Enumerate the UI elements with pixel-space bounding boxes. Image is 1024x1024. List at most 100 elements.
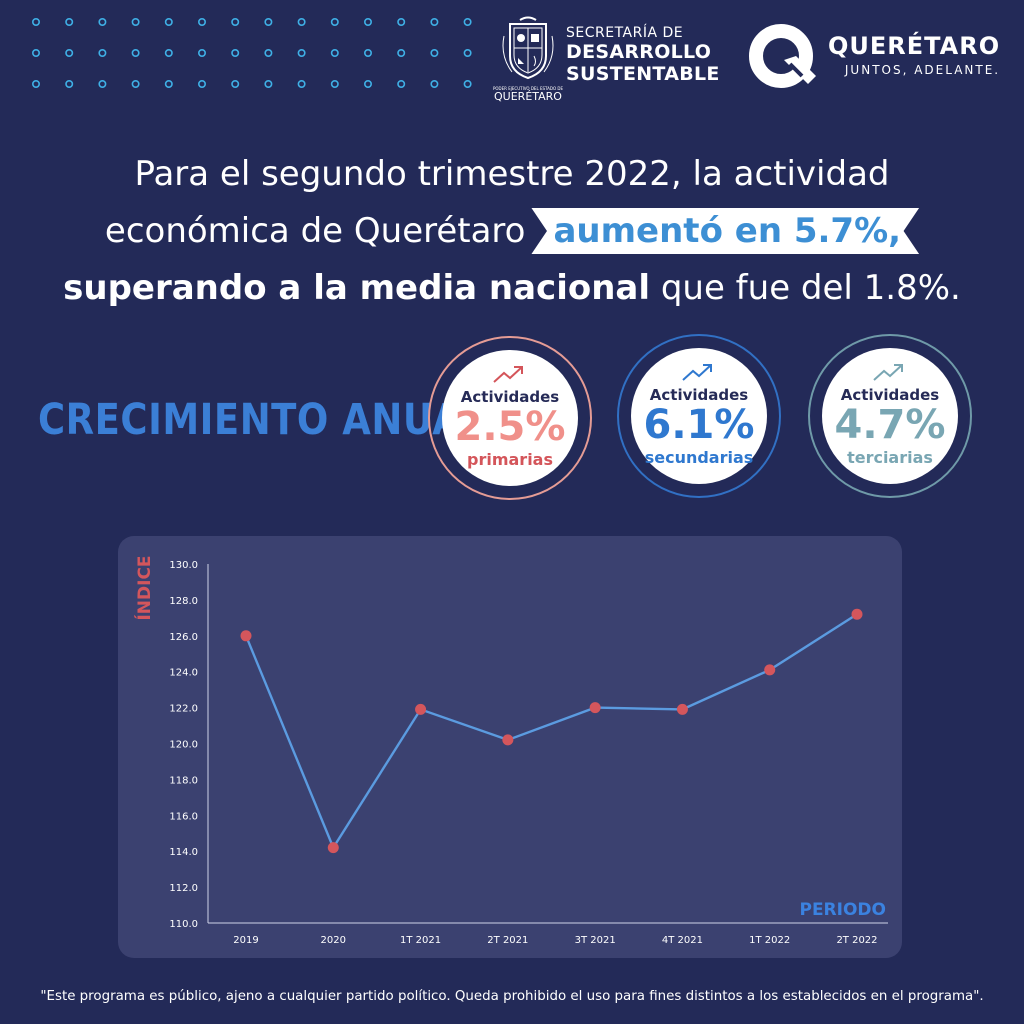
pattern-dot [430,48,439,57]
queretaro-q-icon [749,24,816,88]
y-axis-label: ÍNDICE [133,555,155,620]
x-tick-label: 2020 [321,935,346,946]
pattern-dot [330,18,339,27]
data-point [415,703,427,715]
y-tick-label: 114.0 [169,847,198,858]
pattern-dot [430,80,439,89]
growth-label: Actividades [460,388,560,406]
headline: Para el segundo trimestre 2022, la activ… [20,146,1004,317]
x-tick-label: 1T 2022 [749,935,790,946]
disclaimer-footer: "Este programa es público, ajeno a cualq… [40,989,984,1004]
chart-panel [118,536,902,958]
growth-title: CRECIMIENTO ANUAL: [38,395,501,445]
pattern-dot [32,48,41,57]
secretaria-logo-text: SECRETARÍA DE DESARROLLO SUSTENTABLE [566,26,746,84]
pattern-dot [397,18,406,27]
x-tick-label: 2T 2021 [487,935,528,946]
pattern-dot [65,80,74,89]
data-point [589,702,601,714]
pattern-dot [330,48,339,57]
pattern-dot [32,18,41,27]
dot-pattern [32,18,472,89]
x-axis-label: PERIODO [799,900,886,920]
pattern-dot [131,80,140,89]
growth-value: 6.1% [643,402,755,448]
pattern-dot [32,80,41,89]
pattern-dot [164,18,173,27]
pattern-dot [264,18,273,27]
growth-label: Actividades [649,386,749,404]
growth-circle-inner: Actividades 4.7% terciarias [822,348,958,484]
y-tick-label: 128.0 [169,596,198,607]
pattern-dot [164,80,173,89]
pattern-dot [264,80,273,89]
pattern-dot [98,18,107,27]
pattern-dot [463,48,472,57]
secretaria-line1: SECRETARÍA DE [566,25,684,41]
trend-up-icon [873,364,903,381]
y-tick-label: 112.0 [169,883,198,894]
pattern-dot [164,48,173,57]
pattern-dot [297,48,306,57]
state-seal-logo: PODER EJECUTIVO DEL ESTADO DE QUERÉTARO [490,16,566,103]
y-tick-label: 124.0 [169,668,198,679]
y-tick-label: 126.0 [169,632,198,643]
growth-circle-secundarias: Actividades 6.1% secundarias [617,334,781,498]
line-chart: 110.0 112.0 114.0 116.0 118.0 120.0 122.0 124.0… [133,555,888,946]
pattern-dot [397,48,406,57]
pattern-dot [231,18,240,27]
pattern-dot [198,80,207,89]
x-tick-label: 4T 2021 [662,935,703,946]
pattern-dot [98,80,107,89]
pattern-dot [397,80,406,89]
brand-name: QUERÉTARO [828,32,1001,60]
pattern-dot [65,18,74,27]
seal-caption-small: PODER EJECUTIVO DEL ESTADO DE [492,86,564,91]
headline-line3-rest: que fue del 1.8%. [650,268,961,308]
secretaria-line2: DESARROLLO [566,41,712,63]
pattern-dot [198,48,207,57]
pattern-dot [65,48,74,57]
pattern-dot [131,18,140,27]
trend-up-icon [682,364,712,381]
y-tick-label: 116.0 [169,811,198,822]
growth-circle-inner: Actividades 6.1% secundarias [631,348,767,484]
pattern-dot [98,48,107,57]
x-tick-label: 1T 2021 [400,935,441,946]
headline-line2-text: económica de Querétaro [104,211,526,251]
pattern-dot [198,18,207,27]
x-tick-label: 2019 [233,935,258,946]
headline-line3: superando a la media nacional que fue de… [20,260,1004,317]
headline-line2: económica de Querétaro aumentó en 5.7%, [20,203,1004,260]
pattern-dot [231,80,240,89]
series-line [244,613,858,851]
pattern-dot [363,80,372,89]
growth-label: Actividades [840,386,940,404]
pattern-dot [330,80,339,89]
pattern-dot [463,18,472,27]
growth-circle-primarias: Actividades 2.5% primarias [428,336,592,500]
y-tick-label: 110.0 [169,919,198,930]
brand-tagline: JUNTOS, ADELANTE. [844,63,1001,77]
data-point [327,842,339,854]
pattern-dot [297,80,306,89]
pattern-dot [363,48,372,57]
brand-logo-text: QUERÉTARO JUNTOS, ADELANTE. [828,34,1000,76]
growth-sub: primarias [467,450,553,469]
secretaria-line3: SUSTENTABLE [566,63,720,85]
headline-line3-bold: superando a la media nacional [63,268,651,308]
growth-value: 4.7% [834,402,946,448]
trend-up-icon [493,366,523,383]
data-point [851,608,863,620]
seal-icon [502,16,554,80]
pattern-dot [297,18,306,27]
pattern-dot [131,48,140,57]
headline-line1: Para el segundo trimestre 2022, la activ… [134,154,890,194]
x-tick-label: 2T 2022 [836,935,877,946]
y-tick-label: 120.0 [169,740,198,751]
growth-sub: terciarias [847,448,933,467]
pattern-dot [231,48,240,57]
pattern-dot [430,18,439,27]
headline-highlight-ribbon: aumentó en 5.7%, [531,208,920,254]
data-point [502,734,514,746]
